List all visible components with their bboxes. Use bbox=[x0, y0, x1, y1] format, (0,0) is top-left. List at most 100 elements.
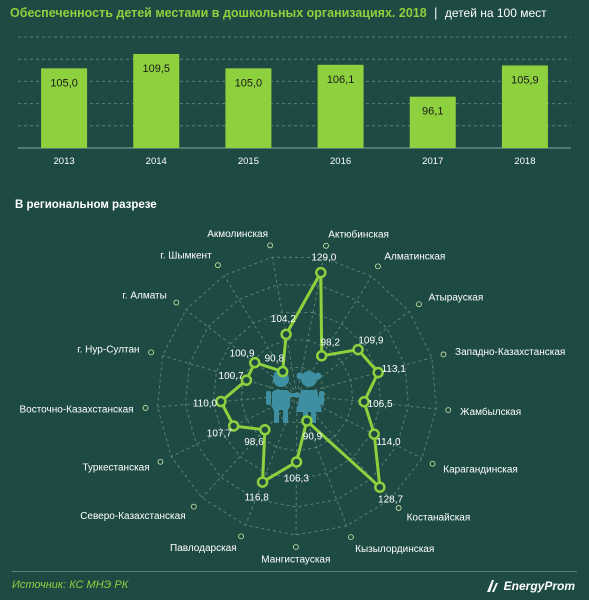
radar-ring bbox=[240, 339, 354, 452]
radar-spoke bbox=[157, 394, 298, 408]
radar-point bbox=[315, 350, 328, 362]
radar-category-label: г. Нур-Султан bbox=[77, 344, 139, 355]
radar-spoke bbox=[296, 311, 410, 396]
radar-spoke bbox=[296, 257, 325, 396]
radar-point bbox=[368, 428, 380, 440]
radar-spoke bbox=[295, 394, 298, 535]
logo-text: EnergyProm bbox=[503, 579, 575, 593]
radar-spoke-dot bbox=[395, 505, 402, 511]
radar-category-label: г. Алматы bbox=[122, 291, 166, 302]
radar-point bbox=[240, 374, 253, 386]
radar-category-label: Западно-Казахстанская bbox=[455, 347, 565, 358]
radar-ring bbox=[156, 256, 437, 536]
radar-value-label: 106,5 bbox=[368, 399, 393, 410]
radar-point bbox=[374, 481, 386, 493]
radar-category-labels: Актюбинская Алматинская Атырауская Западно-… bbox=[19, 229, 565, 566]
radar-value-label: 104,2 bbox=[271, 314, 296, 325]
energyprom-logo-icon bbox=[486, 580, 498, 592]
bar-gridlines bbox=[18, 36, 571, 149]
radar-spoke bbox=[271, 257, 298, 396]
radar-value-label: 116,8 bbox=[244, 492, 269, 503]
radar-value-label: 128,7 bbox=[378, 495, 403, 506]
bar-2016 bbox=[317, 64, 364, 148]
bar-tick-label: 2018 bbox=[514, 156, 535, 167]
radar-category-label: Кызылординская bbox=[355, 544, 434, 555]
radar-value-label: 106,3 bbox=[284, 473, 309, 484]
source-note: Источник: КС МНЭ РК bbox=[12, 579, 129, 591]
radar-point bbox=[280, 328, 292, 341]
radar-category-label: Акмолинская bbox=[207, 229, 268, 240]
radar-spoke-dot bbox=[157, 458, 164, 465]
radar-point bbox=[358, 395, 370, 408]
energyprom-logo: EnergyProm bbox=[485, 577, 575, 595]
radar-spoke bbox=[245, 394, 298, 526]
bar-2015 bbox=[225, 68, 272, 148]
radar-point bbox=[315, 266, 327, 279]
title-separator: | bbox=[434, 6, 438, 20]
radar-spoke-dot bbox=[429, 460, 436, 467]
radar-spoke bbox=[171, 394, 298, 457]
radar-spoke bbox=[185, 309, 298, 396]
radar-category-label: Жамбылская bbox=[460, 406, 521, 418]
radar-category-label: Туркестанская bbox=[82, 463, 149, 474]
radar-spoke bbox=[223, 275, 298, 396]
radar-value-label: 98,2 bbox=[320, 338, 340, 349]
bar-value-label: 96,1 bbox=[422, 106, 443, 118]
radar-value-label: 100,7 bbox=[219, 371, 244, 382]
bar-value-label: 105,9 bbox=[511, 74, 539, 86]
radar-spoke-dot bbox=[293, 544, 299, 550]
radar-spoke bbox=[162, 355, 298, 396]
footer-divider bbox=[12, 571, 577, 572]
radar-point bbox=[372, 366, 384, 379]
radar-spoke bbox=[296, 394, 423, 459]
radar-spoke bbox=[201, 394, 298, 499]
bar-tick-label: 2016 bbox=[330, 156, 351, 167]
radar-value-label: 107,7 bbox=[207, 429, 232, 440]
radar-category-label: Костанайская bbox=[407, 512, 471, 523]
radar-spoke-dot bbox=[416, 301, 422, 308]
radar-category-label: Северо-Казахстанская bbox=[80, 511, 185, 522]
radar-spoke bbox=[296, 394, 348, 527]
radar-point bbox=[227, 420, 240, 432]
bar-tick-label: 2014 bbox=[146, 156, 167, 167]
radar-point bbox=[352, 343, 364, 356]
radar-value-label: 109,9 bbox=[358, 336, 383, 347]
bar-value-label: 105,0 bbox=[50, 77, 78, 89]
bar-tick-label: 2017 bbox=[422, 156, 443, 167]
radar-category-label: Восточно-Казахстанская bbox=[19, 404, 133, 415]
radar-category-label: Атырауская bbox=[429, 293, 484, 304]
radar-category-label: г. Шымкент bbox=[160, 250, 212, 261]
bar-2017 bbox=[409, 96, 456, 148]
bar-2014 bbox=[133, 53, 180, 148]
radar-category-label: Мангистауская bbox=[261, 554, 330, 565]
radar-point bbox=[249, 356, 261, 369]
radar-value-label: 129,0 bbox=[311, 252, 336, 263]
radar-value-label: 98,6 bbox=[244, 437, 264, 448]
radar-point bbox=[301, 415, 313, 427]
chart-header: Обеспеченность детей местами в дошкольны… bbox=[10, 6, 580, 26]
radar-value-label: 110,0 bbox=[193, 398, 218, 409]
radar-point bbox=[256, 476, 269, 488]
radar-spoke-dot bbox=[190, 503, 197, 510]
bar-2013 bbox=[41, 68, 88, 148]
radar-spoke-dot bbox=[238, 533, 244, 540]
radar-category-label: Актюбинская bbox=[328, 229, 389, 241]
radar-point bbox=[290, 456, 303, 468]
radar-spoke-dot bbox=[215, 262, 221, 269]
bar-value-label: 106,1 bbox=[327, 74, 355, 86]
unit-label: детей на 100 мест bbox=[444, 6, 547, 20]
regional-heading: В региональном разрезе bbox=[15, 199, 157, 211]
bar-marks: 105,0 2013 109,5 2014 105,0 2015 106,1 2016 96,1… bbox=[41, 53, 548, 167]
radar-point bbox=[276, 365, 289, 378]
radar-spoke-dot bbox=[347, 534, 354, 541]
bar-value-label: 105,0 bbox=[235, 77, 263, 89]
children-icon bbox=[266, 369, 324, 423]
radar-category-label: Павлодарская bbox=[170, 543, 237, 554]
radar-spoke-dot bbox=[440, 351, 447, 358]
radar-value-label: 90,9 bbox=[303, 431, 323, 442]
radar-point bbox=[215, 395, 227, 408]
bar-value-label: 109,5 bbox=[142, 63, 170, 75]
bar-tick-label: 2013 bbox=[54, 156, 75, 167]
bar-2018 bbox=[501, 65, 548, 148]
